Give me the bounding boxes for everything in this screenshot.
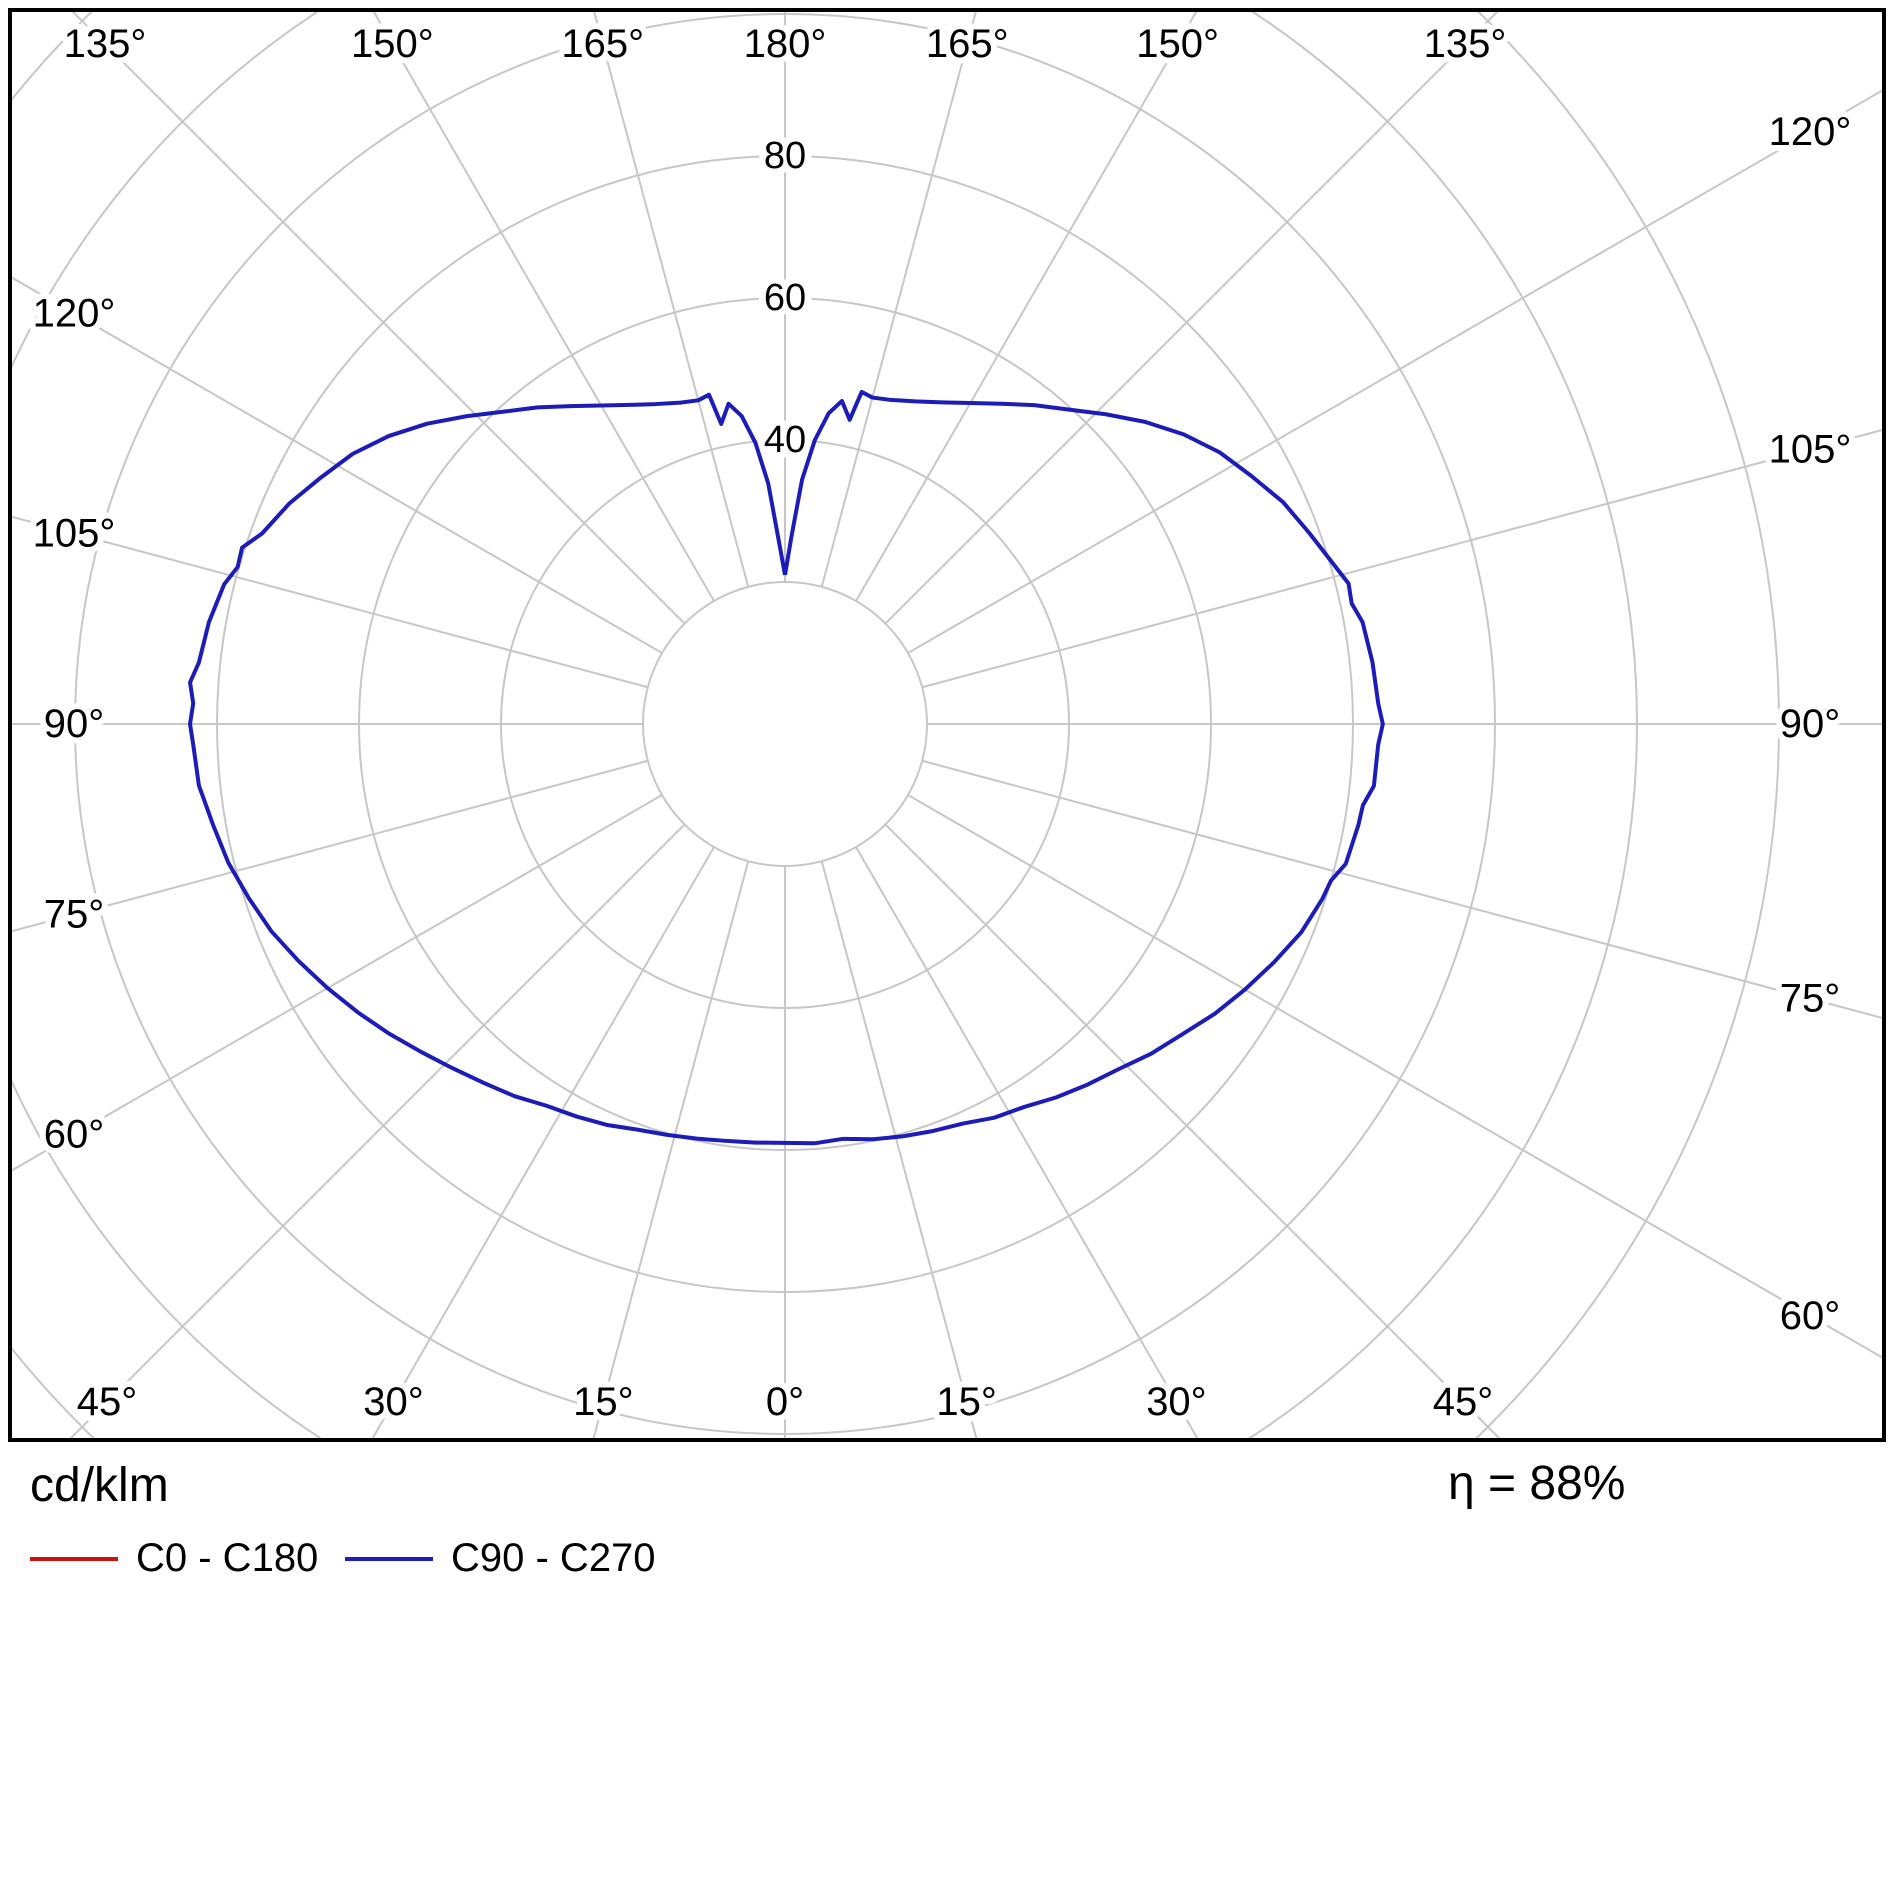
grid-spoke bbox=[855, 846, 1199, 1438]
efficiency-label: η = 88% bbox=[1448, 1457, 1626, 1510]
angle-label: 60° bbox=[44, 1112, 105, 1156]
angle-label: 45° bbox=[1433, 1380, 1494, 1424]
angle-label: 120° bbox=[33, 292, 116, 336]
angle-label: 75° bbox=[44, 893, 105, 937]
grid-circle bbox=[642, 581, 928, 867]
polar-chart-frame: 0° 15° 15° 30° 30° 45° 45° 60° 60° 75° 75° 90° 90° 10… bbox=[8, 8, 1886, 1442]
angle-label: 90° bbox=[1780, 702, 1841, 746]
radial-unit-label: cd/klm bbox=[30, 1459, 169, 1512]
grid-spoke bbox=[372, 12, 715, 602]
angle-label: 180° bbox=[744, 22, 827, 66]
grid-spoke bbox=[12, 759, 649, 933]
grid-spoke bbox=[69, 823, 686, 1438]
angle-label: 135° bbox=[64, 22, 147, 66]
legend-label-c0-c180: C0 - C180 bbox=[136, 1536, 319, 1580]
angle-label: 135° bbox=[1424, 22, 1507, 66]
grid-spoke bbox=[71, 12, 686, 625]
grid-spoke bbox=[921, 429, 1882, 689]
radial-tick-label: 40 bbox=[764, 419, 806, 461]
angle-label: 105° bbox=[1769, 427, 1852, 471]
angle-label: 30° bbox=[363, 1380, 424, 1424]
series-curves bbox=[188, 389, 1385, 1146]
angle-label: 90° bbox=[44, 702, 105, 746]
grid-spoke bbox=[907, 794, 1882, 1359]
angle-label: 60° bbox=[1780, 1294, 1841, 1338]
angle-label: 165° bbox=[926, 22, 1009, 66]
legend-item-c0-c180: C0 - C180 bbox=[30, 1536, 318, 1581]
polar-grid bbox=[12, 12, 1882, 1438]
angle-label: 75° bbox=[1780, 977, 1841, 1021]
angle-label: 30° bbox=[1146, 1380, 1207, 1424]
legend-label-c90-c270: C90 - C270 bbox=[451, 1536, 656, 1580]
grid-spoke bbox=[12, 794, 663, 1172]
angle-label: 15° bbox=[936, 1380, 997, 1424]
angle-label: 45° bbox=[77, 1380, 138, 1424]
grid-spoke bbox=[12, 276, 663, 654]
legend-swatch-red-line bbox=[30, 1556, 118, 1561]
grid-spoke bbox=[820, 12, 977, 588]
radial-tick-labels: 40 60 80 bbox=[757, 128, 813, 468]
intensity-curve bbox=[188, 389, 1385, 1146]
radial-tick-label: 60 bbox=[764, 277, 806, 319]
grid-spoke bbox=[921, 759, 1882, 1019]
angle-label: 150° bbox=[1136, 22, 1219, 66]
polar-chart-svg: 0° 15° 15° 30° 30° 45° 45° 60° 60° 75° 75° 90° 90° 10… bbox=[12, 12, 1882, 1438]
angle-label: 165° bbox=[561, 22, 644, 66]
legend-item-c90-c270: C90 - C270 bbox=[345, 1536, 656, 1581]
grid-spoke bbox=[820, 860, 978, 1438]
grid-spoke bbox=[593, 12, 750, 588]
angle-label: 15° bbox=[573, 1380, 634, 1424]
legend-swatch-blue-line bbox=[345, 1556, 433, 1561]
angle-label: 0° bbox=[766, 1380, 804, 1424]
grid-spoke bbox=[592, 860, 750, 1438]
grid-spoke bbox=[884, 823, 1501, 1438]
angle-label: 105° bbox=[33, 511, 116, 555]
angle-tick-labels: 0° 15° 15° 30° 30° 45° 45° 60° 60° 75° 75° 90° 90° 10… bbox=[27, 16, 1858, 1430]
radial-tick-label: 80 bbox=[764, 135, 806, 177]
grid-spoke bbox=[884, 12, 1499, 625]
grid-spoke bbox=[371, 846, 715, 1438]
grid-spoke bbox=[12, 515, 649, 689]
angle-label: 150° bbox=[351, 22, 434, 66]
grid-spoke bbox=[907, 89, 1882, 654]
angle-label: 120° bbox=[1769, 110, 1852, 154]
grid-spoke bbox=[855, 12, 1198, 602]
